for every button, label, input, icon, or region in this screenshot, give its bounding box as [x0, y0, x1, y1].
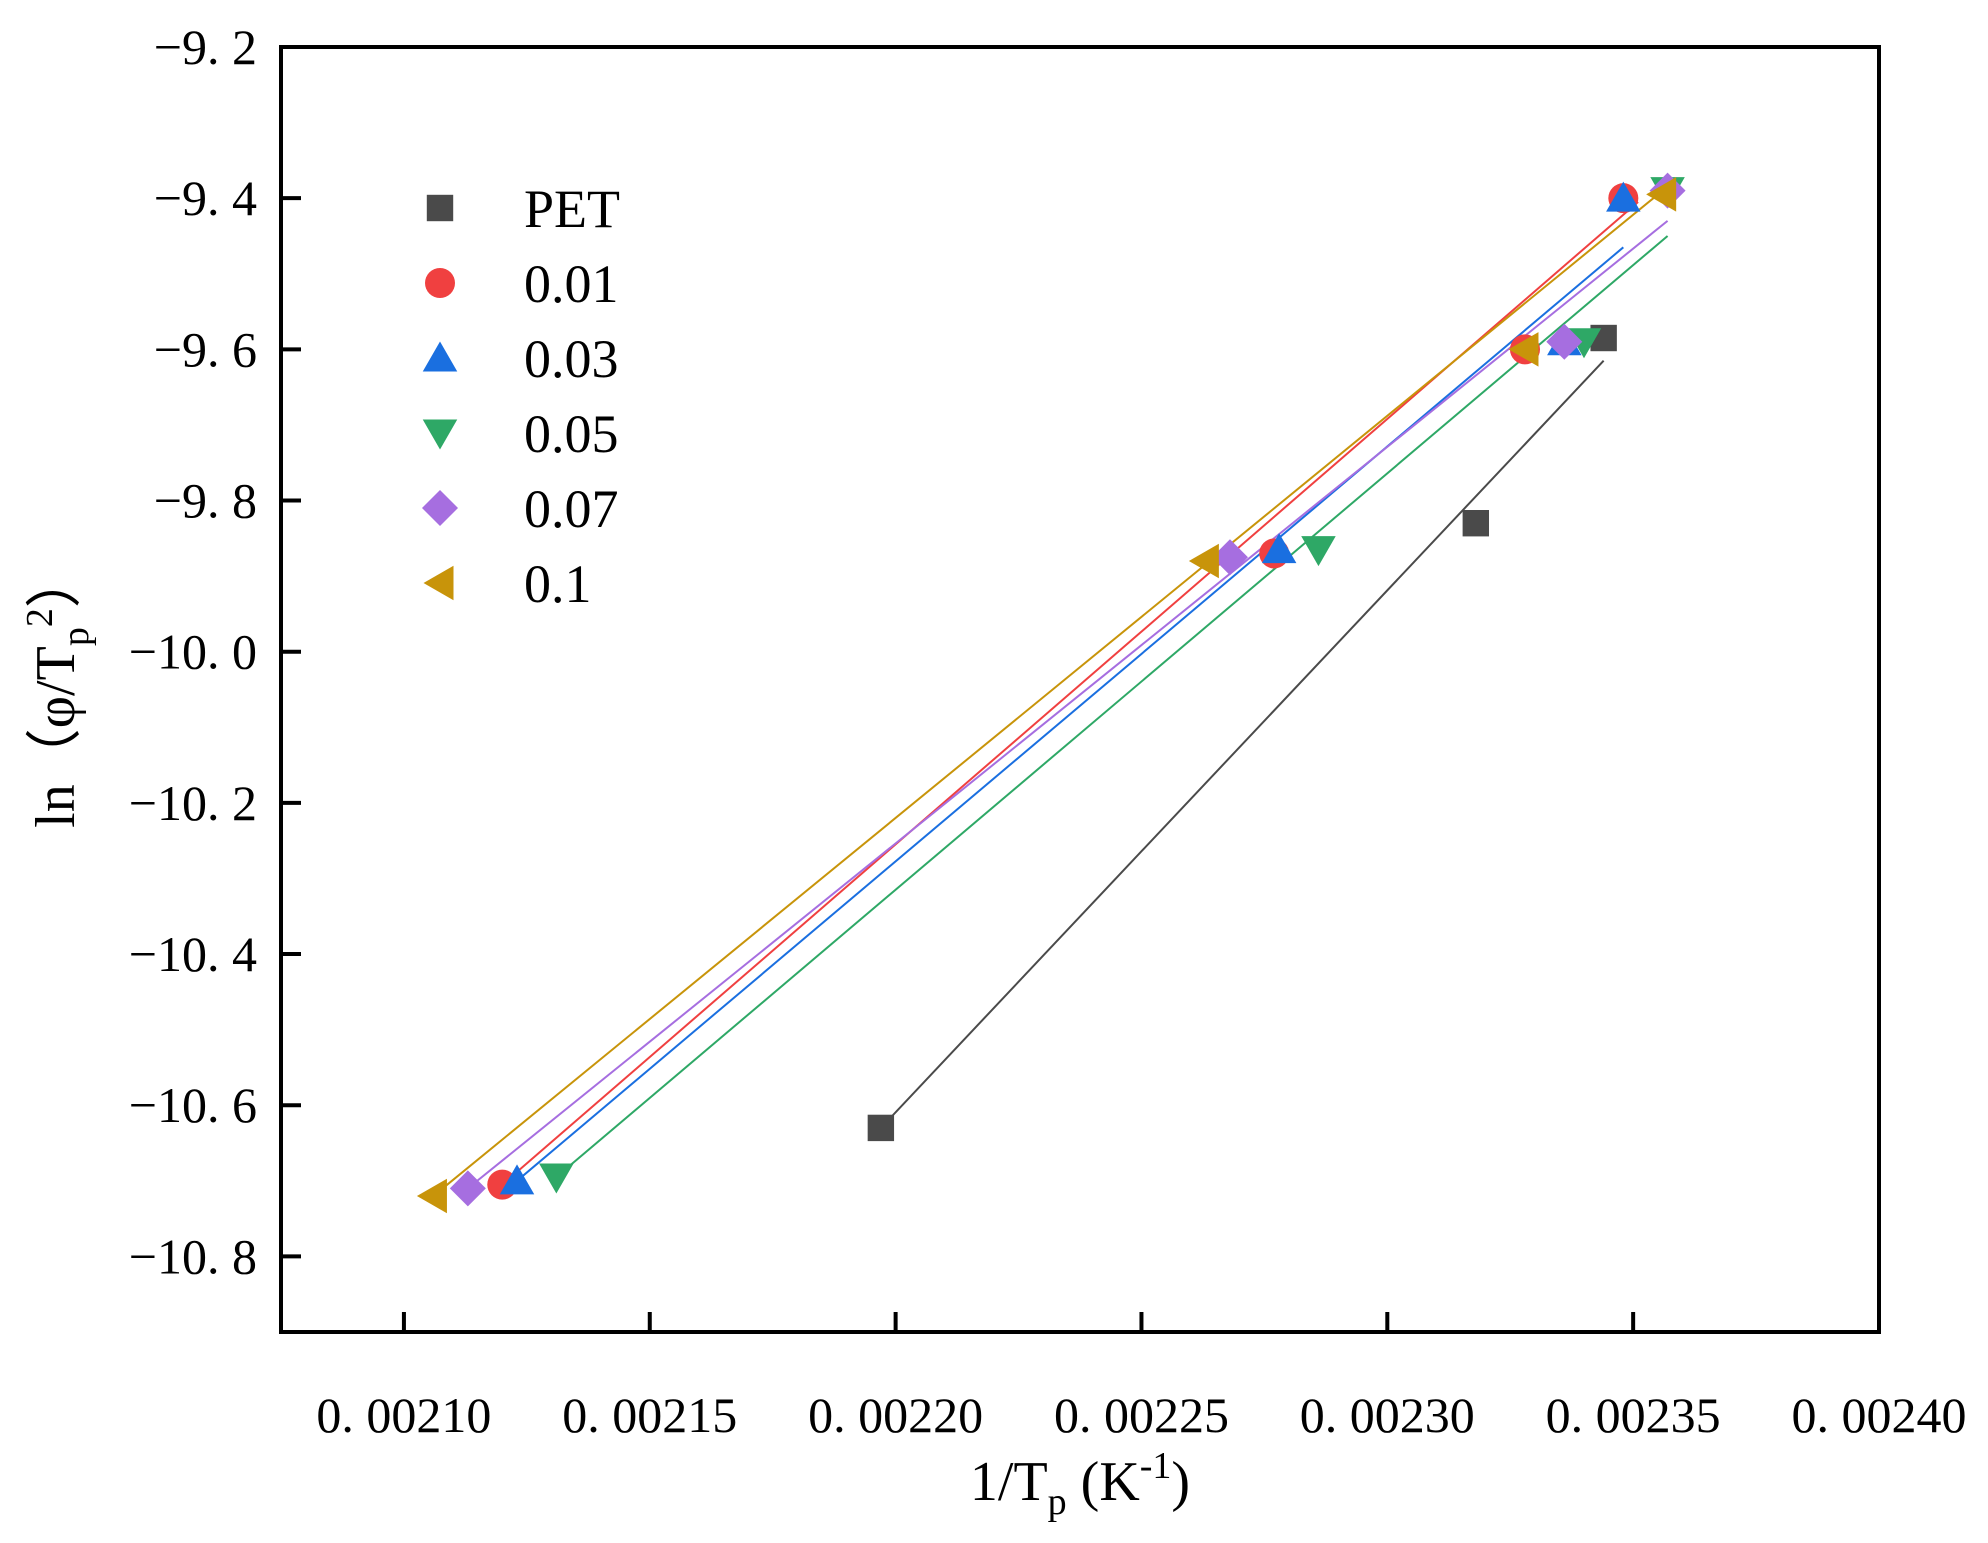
x-axis-title-main: 1/T — [970, 1451, 1048, 1513]
point-0-07-1 — [1211, 539, 1248, 576]
x-axis-title-sub: p — [1048, 1481, 1067, 1523]
fit-line-pet — [880, 360, 1605, 1129]
plot-frame — [279, 45, 1881, 1334]
point-0-05-0 — [539, 1163, 574, 1194]
fit-line-0-03 — [516, 246, 1624, 1182]
data-points — [416, 172, 1686, 1214]
x-tick-label-1: 0. 00215 — [562, 1387, 737, 1443]
y-axis-title-end: ） — [25, 552, 87, 608]
point-0-03-3 — [1606, 181, 1641, 212]
x-tick-label-0: 0. 00210 — [316, 1387, 491, 1443]
point-0-07-2 — [1546, 323, 1583, 360]
y-axis-title-sup: 2 — [19, 608, 61, 627]
point-pet-1 — [1462, 510, 1490, 537]
point-0-1-0 — [416, 1178, 447, 1214]
x-axis-title-end: ) — [1171, 1451, 1190, 1513]
legend-label-0-03: 0.03 — [524, 329, 619, 389]
y-tick-label-2: −9. 6 — [154, 321, 257, 377]
legend-label-pet: PET — [524, 179, 620, 239]
x-axis-title-rest: (K — [1067, 1451, 1140, 1513]
point-0-05-1 — [1301, 536, 1336, 567]
point-0-03-0 — [499, 1164, 535, 1195]
point-0-1-2 — [1508, 332, 1539, 367]
y-axis-title-sub: p — [55, 627, 97, 646]
y-axis-ticks: −9. 2 −9. 4 −9. 6 −9. 8 −10. 0 −10. 2 −10. 4 −1… — [129, 19, 301, 1284]
fit-line-0-07 — [467, 220, 1669, 1190]
x-tick-label-3: 0. 00225 — [1054, 1387, 1229, 1443]
y-tick-label-1: −9. 4 — [154, 170, 257, 226]
y-tick-label-8: −10. 8 — [129, 1228, 257, 1284]
x-tick-label-4: 0. 00230 — [1300, 1387, 1475, 1443]
legend-label-0-01: 0.01 — [524, 254, 619, 314]
legend-label-0-07: 0.07 — [524, 479, 619, 539]
y-tick-label-4: −10. 0 — [129, 624, 257, 680]
legend: PET 0.01 0.03 0.05 0.07 0.1 — [422, 179, 620, 614]
fit-line-0-05 — [555, 235, 1669, 1178]
legend-marker-pet — [426, 194, 454, 222]
x-axis-title-sup: -1 — [1140, 1445, 1172, 1487]
legend-marker-0-03 — [422, 341, 458, 372]
y-tick-label-7: −10. 6 — [129, 1077, 257, 1133]
y-tick-label-6: −10. 4 — [129, 926, 257, 982]
x-tick-label-2: 0. 00220 — [808, 1387, 983, 1443]
y-axis-title-main: ln（φ/T — [25, 646, 87, 828]
point-0-1-3 — [1646, 177, 1677, 212]
y-axis-title: ln（φ/Tp2） — [19, 552, 97, 828]
fit-line-0-1 — [432, 189, 1664, 1197]
legend-label-0-05: 0.05 — [524, 404, 619, 464]
y-tick-label-3: −9. 8 — [154, 473, 257, 529]
legend-marker-0-1 — [423, 565, 454, 601]
point-pet-0 — [867, 1114, 895, 1142]
point-0-03-1 — [1261, 533, 1297, 564]
y-tick-label-0: −9. 2 — [154, 19, 257, 75]
x-tick-label-5: 0. 00235 — [1546, 1387, 1721, 1443]
legend-marker-0-01 — [425, 268, 455, 298]
y-tick-label-5: −10. 2 — [129, 775, 257, 831]
x-axis-title: 1/Tp (K-1) — [970, 1445, 1190, 1523]
legend-marker-0-05 — [422, 419, 458, 450]
point-0-07-0 — [449, 1170, 486, 1207]
legend-marker-0-07 — [422, 490, 458, 526]
x-tick-label-6: 0. 00240 — [1792, 1387, 1967, 1443]
fit-lines — [432, 189, 1669, 1197]
x-axis-ticks: 0. 00210 0. 00215 0. 00220 0. 00225 0. 00230… — [316, 1312, 1967, 1443]
legend-label-0-1: 0.1 — [524, 554, 592, 614]
point-0-1-1 — [1188, 543, 1219, 579]
